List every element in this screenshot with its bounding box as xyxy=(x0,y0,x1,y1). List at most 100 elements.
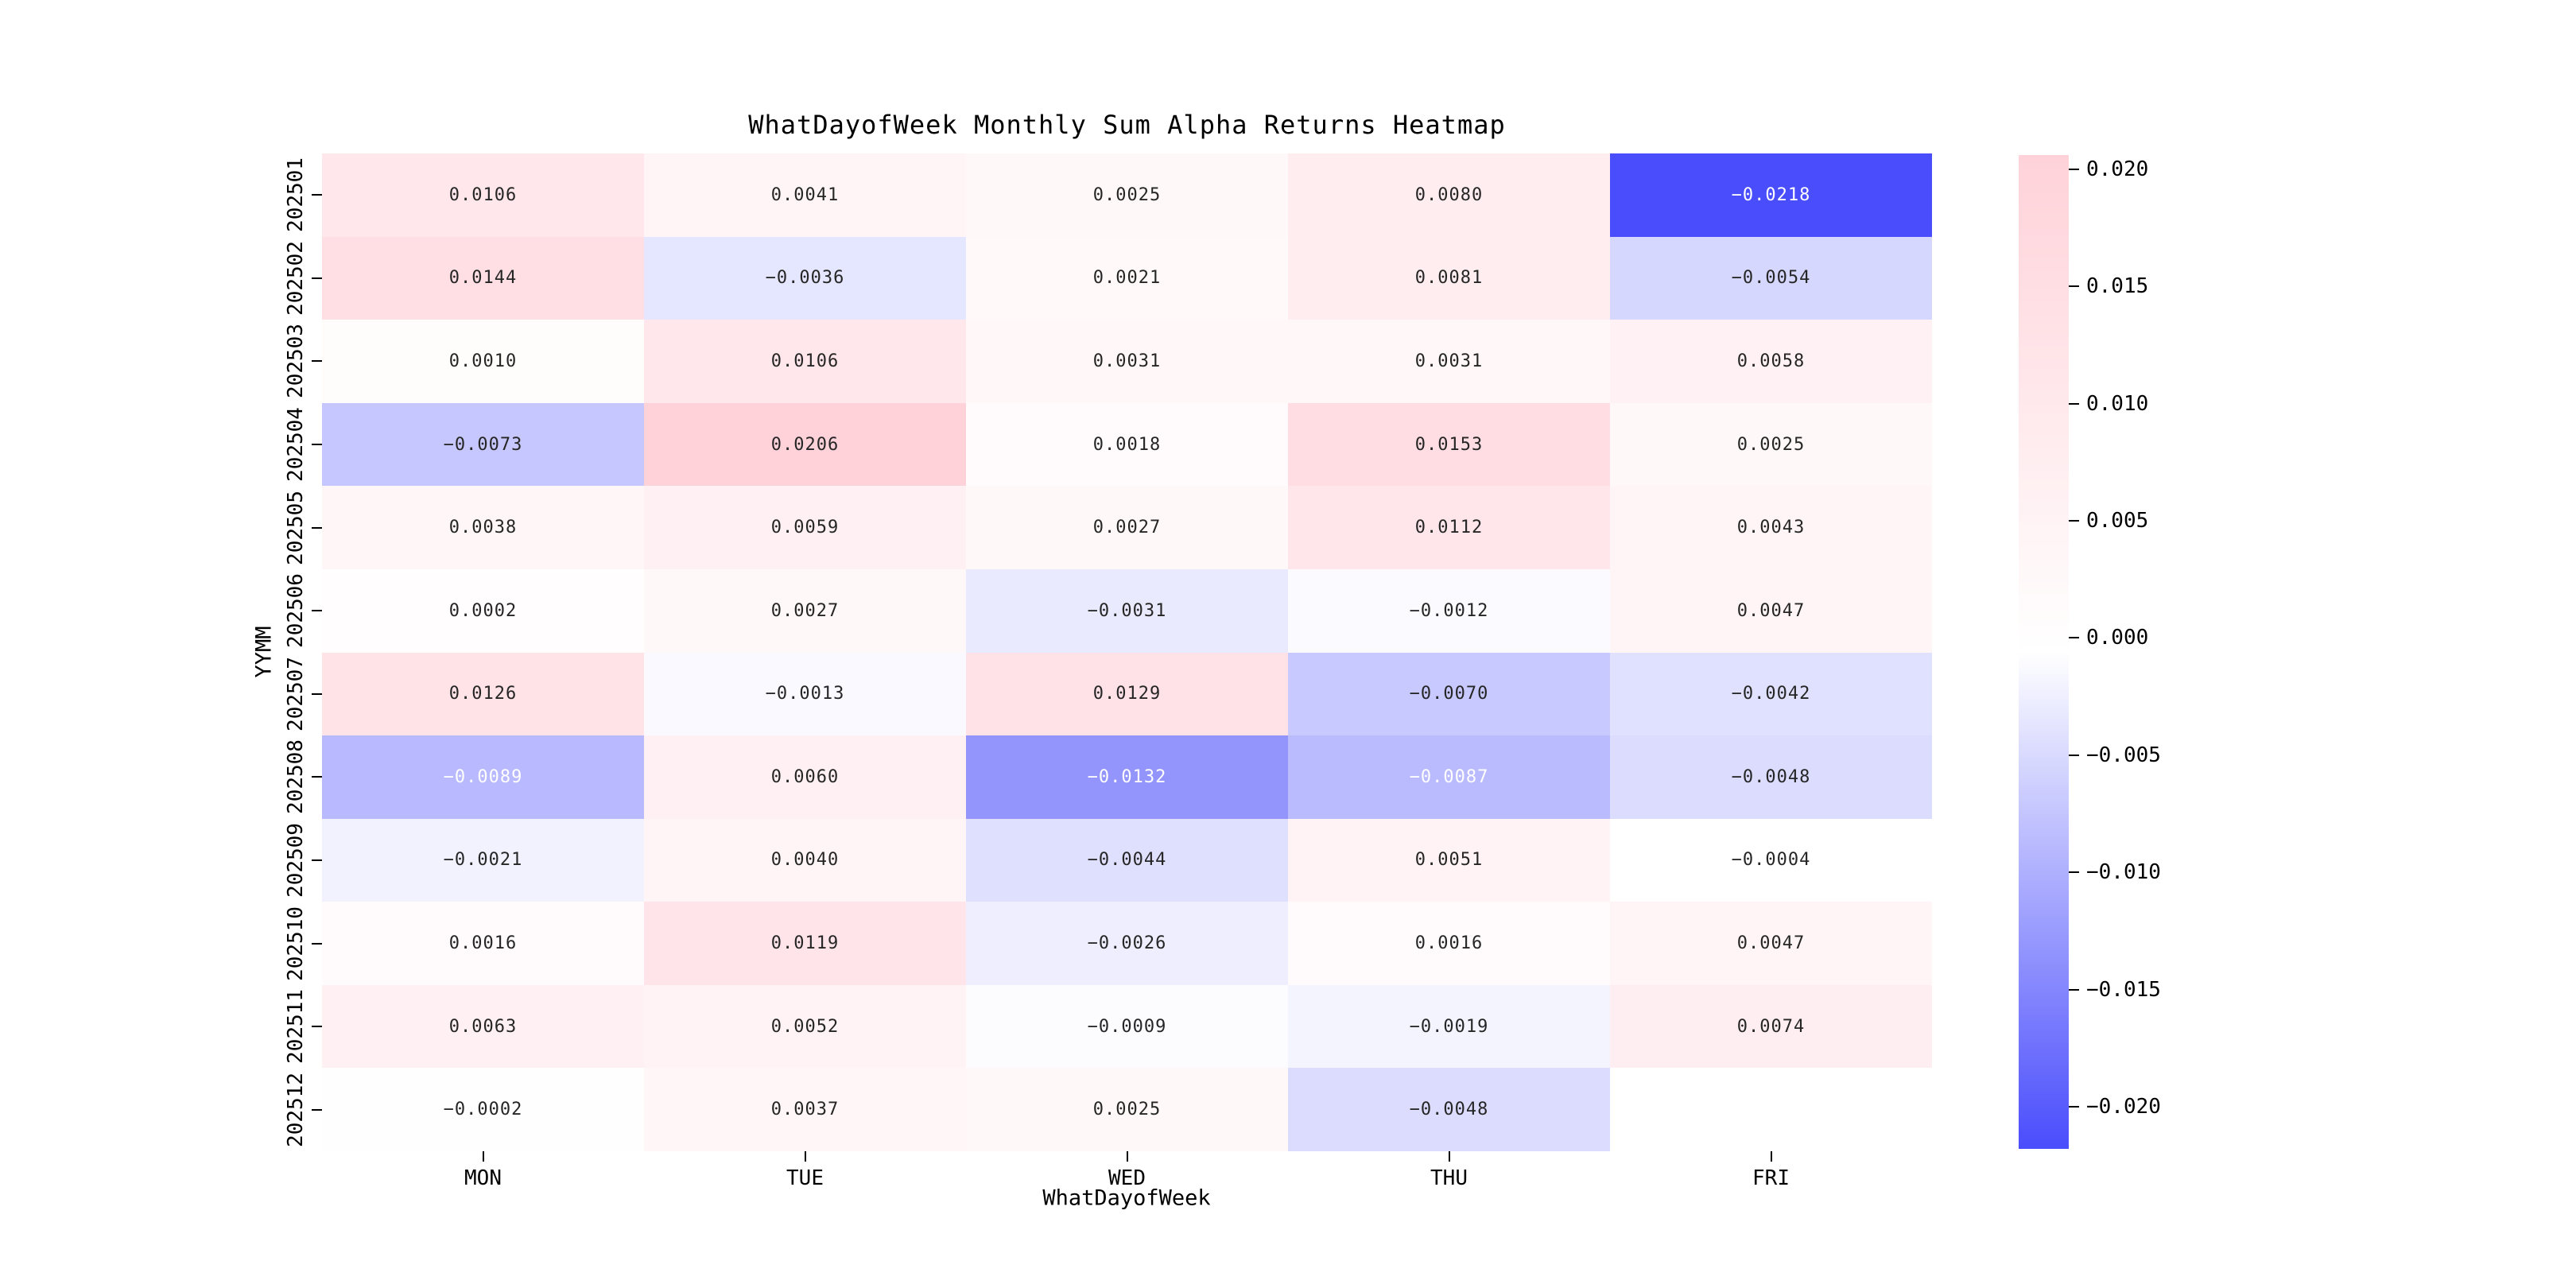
colorbar-tick-mark xyxy=(2069,754,2079,756)
heatmap-cell xyxy=(1610,1068,1932,1151)
y-tick-mark xyxy=(312,444,322,446)
heatmap-cell: 0.0106 xyxy=(644,320,966,403)
y-tick-mark xyxy=(312,776,322,778)
heatmap-cell: 0.0063 xyxy=(322,984,644,1069)
x-tick-label: FRI xyxy=(1752,1166,1790,1190)
colorbar-tick-mark xyxy=(2069,988,2079,991)
y-tick-mark xyxy=(312,610,322,612)
heatmap-cell: 0.0018 xyxy=(966,402,1288,487)
y-axis-label: YYMM xyxy=(251,626,277,678)
colorbar-tick-label: 0.000 xyxy=(2086,626,2149,650)
y-tick-label: 202502 xyxy=(284,240,308,316)
heatmap-cell: 0.0043 xyxy=(1610,486,1932,569)
colorbar-tick-label: 0.015 xyxy=(2086,274,2149,299)
colorbar-tick-mark xyxy=(2069,1105,2079,1108)
heatmap-cell: 0.0047 xyxy=(1610,568,1932,653)
x-tick-mark xyxy=(1126,1151,1128,1162)
y-tick-mark xyxy=(312,692,322,695)
heatmap-cell: 0.0025 xyxy=(966,153,1288,237)
x-tick-mark xyxy=(1448,1151,1450,1162)
heatmap-cell: 0.0031 xyxy=(966,320,1288,403)
y-tick-label: 202503 xyxy=(284,324,308,399)
heatmap-cell: 0.0080 xyxy=(1288,153,1610,237)
heatmap-cell: 0.0047 xyxy=(1610,902,1932,985)
heatmap-cell: 0.0081 xyxy=(1288,236,1610,320)
y-tick-label: 202509 xyxy=(284,822,308,898)
heatmap-cell: 0.0060 xyxy=(644,735,966,819)
heatmap-cell: −0.0002 xyxy=(322,1068,644,1151)
colorbar-tick-label: −0.005 xyxy=(2086,743,2161,767)
heatmap-cell: −0.0004 xyxy=(1610,818,1932,902)
heatmap-cell: −0.0132 xyxy=(966,735,1288,819)
colorbar-tick-mark xyxy=(2069,402,2079,405)
x-tick-label: THU xyxy=(1430,1166,1468,1190)
heatmap-cell: 0.0119 xyxy=(644,902,966,985)
heatmap-cell: −0.0073 xyxy=(322,402,644,487)
heatmap-grid: 0.0106 0.0041 0.0025 0.0080 −0.0218 0.0144 −0.… xyxy=(322,153,1932,1151)
colorbar-tick-label: 0.020 xyxy=(2086,157,2149,181)
y-tick-label: 202507 xyxy=(284,656,308,731)
heatmap-cell: 0.0002 xyxy=(322,568,644,653)
colorbar-tick-label: −0.015 xyxy=(2086,977,2161,1002)
y-tick-mark xyxy=(312,859,322,861)
heatmap-cell: −0.0054 xyxy=(1610,236,1932,320)
y-tick-mark xyxy=(312,277,322,279)
chart-title: WhatDayofWeek Monthly Sum Alpha Returns … xyxy=(748,110,1506,140)
heatmap-cell: −0.0012 xyxy=(1288,568,1610,653)
y-tick-mark xyxy=(312,1108,322,1111)
colorbar-tick-label: 0.005 xyxy=(2086,508,2149,533)
heatmap-cell: −0.0087 xyxy=(1288,735,1610,819)
colorbar-tick-label: −0.020 xyxy=(2086,1094,2161,1119)
heatmap-cell: −0.0089 xyxy=(322,735,644,819)
heatmap-cell: 0.0058 xyxy=(1610,320,1932,403)
y-tick-mark xyxy=(312,360,322,363)
heatmap-cell: 0.0027 xyxy=(644,568,966,653)
y-tick-label: 202506 xyxy=(284,573,308,649)
x-tick-label: WED xyxy=(1108,1166,1146,1190)
heatmap-cell: 0.0153 xyxy=(1288,402,1610,487)
heatmap-cell: 0.0059 xyxy=(644,486,966,569)
y-tick-mark xyxy=(312,1026,322,1028)
heatmap-cell: 0.0021 xyxy=(966,236,1288,320)
heatmap-cell: −0.0048 xyxy=(1610,735,1932,819)
heatmap-cell: 0.0126 xyxy=(322,652,644,736)
heatmap-cell: 0.0016 xyxy=(322,902,644,985)
x-tick-label: MON xyxy=(464,1166,502,1190)
x-tick-mark xyxy=(804,1151,806,1162)
colorbar-tick-mark xyxy=(2069,637,2079,639)
heatmap-cell: −0.0013 xyxy=(644,652,966,736)
y-tick-mark xyxy=(312,942,322,945)
y-tick-label: 202510 xyxy=(284,906,308,981)
colorbar-tick-mark xyxy=(2069,871,2079,874)
x-tick-label: TUE xyxy=(786,1166,824,1190)
heatmap-cell: 0.0052 xyxy=(644,984,966,1069)
heatmap-cell: −0.0044 xyxy=(966,818,1288,902)
heatmap-cell: −0.0070 xyxy=(1288,652,1610,736)
heatmap-cell: −0.0218 xyxy=(1610,153,1932,237)
heatmap-cell: 0.0037 xyxy=(644,1068,966,1151)
colorbar-tick-label: 0.010 xyxy=(2086,391,2149,416)
colorbar-tick-mark xyxy=(2069,519,2079,522)
x-tick-mark xyxy=(1770,1151,1772,1162)
heatmap-cell: 0.0112 xyxy=(1288,486,1610,569)
heatmap-cell: 0.0031 xyxy=(1288,320,1610,403)
y-tick-label: 202504 xyxy=(284,407,308,482)
colorbar-tick-mark xyxy=(2069,168,2079,170)
colorbar-tick-label: −0.010 xyxy=(2086,860,2161,885)
y-tick-mark xyxy=(312,526,322,529)
y-tick-label: 202501 xyxy=(284,157,308,233)
colorbar-tick-mark xyxy=(2069,285,2079,288)
heatmap-cell: 0.0016 xyxy=(1288,902,1610,985)
heatmap-cell: −0.0036 xyxy=(644,236,966,320)
heatmap-cell: −0.0026 xyxy=(966,902,1288,985)
heatmap-cell: 0.0025 xyxy=(966,1068,1288,1151)
heatmap-cell: −0.0048 xyxy=(1288,1068,1610,1151)
heatmap-cell: −0.0009 xyxy=(966,984,1288,1069)
heatmap-cell: 0.0010 xyxy=(322,320,644,403)
heatmap-cell: 0.0027 xyxy=(966,486,1288,569)
y-tick-mark xyxy=(312,194,322,196)
heatmap-cell: −0.0019 xyxy=(1288,984,1610,1069)
heatmap-cell: 0.0144 xyxy=(322,236,644,320)
heatmap-cell: 0.0040 xyxy=(644,818,966,902)
heatmap-cell: 0.0038 xyxy=(322,486,644,569)
